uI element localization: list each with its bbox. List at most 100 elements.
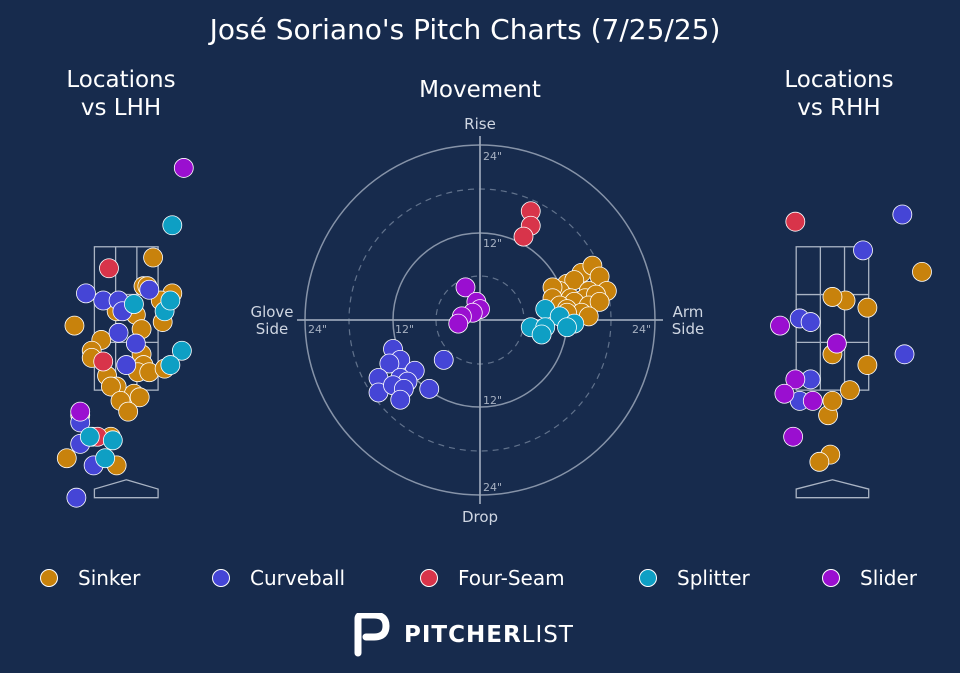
lhh-location-plot (56, 158, 194, 508)
legend-item-four-seam: Four-Seam (420, 560, 565, 596)
axis-label-arm-line1: Arm (673, 303, 704, 321)
pitch-point-splitter (102, 430, 123, 451)
pitch-point-slider (70, 401, 91, 422)
legend-label: Four-Seam (458, 566, 565, 590)
pitch-point-slider (802, 390, 823, 411)
rhh-title-line2: vs RHH (797, 95, 880, 121)
pitch-point-four-seam (785, 211, 806, 232)
axis-label-rise: Rise (464, 115, 496, 133)
pitch-point-splitter (160, 355, 181, 375)
pitch-point-curveball (76, 283, 96, 304)
movement-point-curveball (419, 378, 440, 399)
movement-point-curveball (379, 353, 400, 374)
pitch-point-four-seam (93, 351, 114, 372)
legend: Sinker Curveball Four-Seam Splitter Slid… (0, 560, 960, 596)
pitch-point-sinker (857, 355, 878, 375)
rhh-location-plot (770, 204, 932, 499)
pitch-points (770, 204, 932, 472)
ring-label-bottom-12: 12" (483, 394, 502, 407)
movement-point-slider (448, 313, 469, 334)
pitch-point-curveball (894, 344, 915, 365)
movement-point-curveball (433, 349, 454, 370)
pitch-point-sinker (822, 287, 843, 307)
pitch-point-sinker (143, 247, 164, 268)
pitch-point-curveball (853, 240, 873, 261)
pitch-point-sinker (129, 387, 150, 408)
pitch-point-splitter (79, 426, 100, 447)
legend-label: Curveball (250, 566, 346, 590)
pitch-point-sinker (56, 448, 77, 469)
pitch-point-curveball (800, 312, 821, 332)
pitch-point-slider (826, 333, 847, 354)
lhh-title-line1: Locations (66, 67, 175, 93)
movement-plot: Rise Drop Glove Side Arm Side 24" 12" 12… (250, 115, 704, 526)
movement-point-sinker (589, 291, 610, 312)
legend-item-sinker: Sinker (40, 560, 140, 596)
legend-label: Sinker (78, 566, 141, 590)
brand-light: LIST (521, 622, 574, 648)
pitch-charts-figure: José Soriano's Pitch Charts (7/25/25) Lo… (56, 13, 932, 526)
legend-dot-sinker (40, 569, 58, 587)
ring-label-right-24: 24" (632, 323, 651, 336)
movement-title: Movement (419, 77, 541, 103)
pitch-point-sinker (100, 376, 121, 397)
pitcherlist-p-icon (354, 613, 390, 657)
pitch-point-curveball (66, 487, 87, 508)
pitch-point-splitter (171, 340, 192, 361)
legend-item-curveball: Curveball (212, 560, 345, 596)
movement-points (368, 201, 617, 410)
legend-label: Splitter (677, 566, 750, 590)
pitch-point-sinker (809, 451, 830, 472)
axis-label-drop: Drop (462, 508, 498, 526)
pitch-point-splitter (124, 294, 144, 315)
pitch-point-slider (173, 158, 194, 178)
pitch-point-sinker (857, 297, 878, 318)
pitch-point-four-seam (99, 258, 119, 279)
movement-rings (297, 136, 663, 504)
pitch-point-sinker (840, 380, 860, 401)
ring-label-left-24: 24" (308, 323, 327, 336)
ring-label-bottom-24: 24" (483, 481, 502, 494)
legend-label: Slider (860, 566, 918, 590)
legend-dot-curveball (212, 569, 230, 587)
pitch-point-sinker (64, 315, 85, 336)
pitch-point-sinker (912, 261, 932, 282)
figure-title: José Soriano's Pitch Charts (7/25/25) (208, 13, 721, 46)
pitch-point-curveball (892, 204, 913, 225)
pitch-points (56, 158, 194, 508)
pitch-point-splitter (160, 290, 181, 311)
pitch-point-splitter (95, 448, 116, 469)
axis-label-arm-line2: Side (672, 320, 704, 338)
pitch-point-curveball (125, 333, 146, 354)
axis-label-glove-line1: Glove (250, 303, 293, 321)
movement-point-splitter (557, 317, 577, 338)
brand-bold: PITCHER (404, 622, 522, 648)
pitch-point-splitter (162, 215, 183, 236)
movement-point-splitter (531, 324, 552, 345)
movement-point-slider (455, 277, 476, 298)
legend-item-slider: Slider (822, 560, 917, 596)
ring-tick-labels: 24" 12" 12" 24" 24" 12" 24" (308, 150, 651, 494)
pitch-point-sinker (822, 390, 843, 411)
rhh-title-line1: Locations (784, 67, 893, 93)
pitch-point-slider (783, 426, 804, 447)
brand-wordmark: PITCHERLIST (404, 622, 574, 648)
pitch-point-curveball (139, 279, 160, 300)
axis-label-glove-line2: Side (256, 320, 288, 338)
pitch-point-slider (770, 315, 790, 336)
pitch-point-slider (774, 383, 795, 404)
legend-dot-four-seam (420, 569, 438, 587)
pitcherlist-logo: PITCHERLIST (352, 612, 574, 658)
pitch-point-sinker (118, 401, 139, 422)
ring-label-top-24: 24" (483, 150, 502, 163)
lhh-title-line2: vs LHH (81, 95, 161, 121)
home-plate (795, 479, 870, 499)
movement-point-four-seam (513, 226, 534, 247)
home-plate (93, 479, 159, 499)
legend-item-splitter: Splitter (639, 560, 750, 596)
movement-point-curveball (390, 389, 411, 410)
pitch-point-slider (785, 369, 806, 390)
ring-label-top-12: 12" (483, 237, 502, 250)
legend-dot-splitter (639, 569, 657, 587)
pitch-point-curveball (116, 355, 137, 375)
